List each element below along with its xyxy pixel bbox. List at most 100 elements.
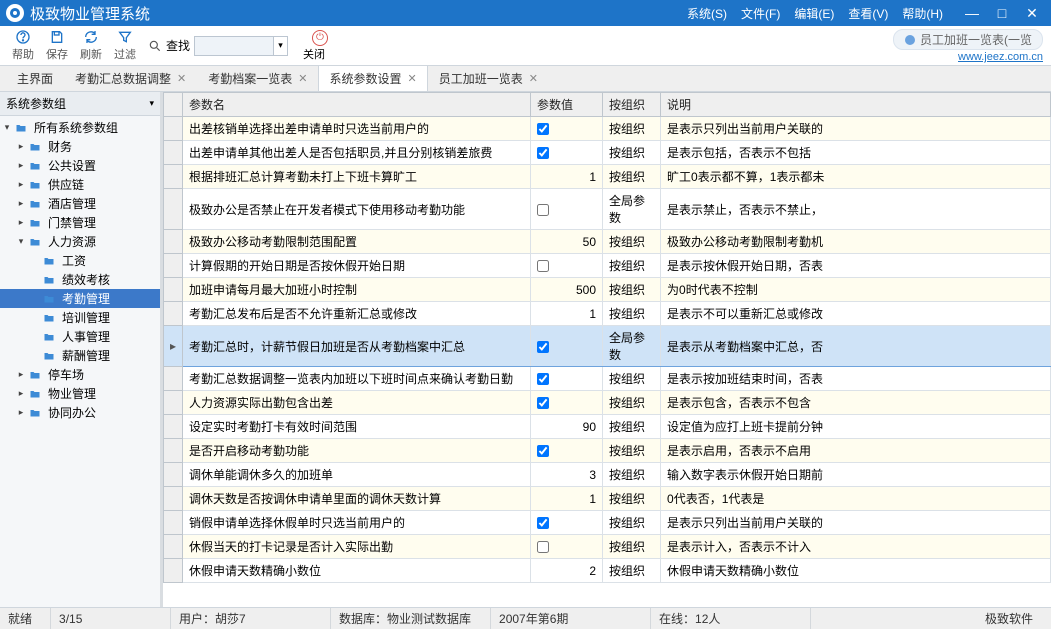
tab-close-icon[interactable]: ✕ [529, 72, 538, 85]
cell-param-desc[interactable]: 是表示包含，否表示不包含 [661, 391, 1051, 415]
tree-parking[interactable]: ▸停车场 [0, 365, 160, 384]
cell-param-name[interactable]: 调休单能调休多久的加班单 [183, 463, 531, 487]
cell-param-value[interactable]: 90 [531, 415, 603, 439]
cell-param-org[interactable]: 全局参数 [603, 326, 661, 367]
cell-param-value[interactable] [531, 439, 603, 463]
tree-personnel[interactable]: 人事管理 [0, 327, 160, 346]
menu-system[interactable]: 系统(S) [687, 5, 727, 22]
cell-param-name[interactable]: 休假当天的打卡记录是否计入实际出勤 [183, 535, 531, 559]
tab-0[interactable]: 主界面 [6, 65, 64, 91]
cell-param-value[interactable]: 1 [531, 302, 603, 326]
table-row[interactable]: ▸考勤汇总时，计薪节假日加班是否从考勤档案中汇总全局参数是表示从考勤档案中汇总，… [164, 326, 1051, 367]
table-row[interactable]: 考勤汇总发布后是否不允许重新汇总或修改1按组织是表示不可以重新汇总或修改 [164, 302, 1051, 326]
table-row[interactable]: 极致办公移动考勤限制范围配置50按组织极致办公移动考勤限制考勤机 [164, 230, 1051, 254]
table-row[interactable]: 调休单能调休多久的加班单3按组织输入数字表示休假开始日期前 [164, 463, 1051, 487]
cell-param-org[interactable]: 按组织 [603, 367, 661, 391]
cell-param-org[interactable]: 按组织 [603, 117, 661, 141]
tree-property[interactable]: ▸物业管理 [0, 384, 160, 403]
search-dropdown[interactable]: ▾ [274, 36, 288, 56]
tab-3[interactable]: 系统参数设置✕ [318, 65, 427, 91]
tab-close-icon[interactable]: ✕ [408, 72, 417, 85]
table-row[interactable]: 休假申请天数精确小数位2按组织休假申请天数精确小数位 [164, 559, 1051, 583]
cell-param-desc[interactable]: 是表示只列出当前用户关联的 [661, 511, 1051, 535]
cell-param-name[interactable]: 人力资源实际出勤包含出差 [183, 391, 531, 415]
tree-twisty-icon[interactable]: ▸ [14, 407, 28, 418]
tree-hr[interactable]: ▾人力资源 [0, 232, 160, 251]
filter-button[interactable]: 过滤 [108, 29, 142, 62]
value-checkbox[interactable] [537, 260, 549, 272]
cell-param-org[interactable]: 按组织 [603, 230, 661, 254]
cell-param-value[interactable] [531, 254, 603, 278]
tab-4[interactable]: 员工加班一览表✕ [428, 65, 549, 91]
chevron-down-icon[interactable]: ▾ [149, 98, 154, 109]
tree-twisty-icon[interactable]: ▸ [14, 141, 28, 152]
cell-param-name[interactable]: 考勤汇总时，计薪节假日加班是否从考勤档案中汇总 [183, 326, 531, 367]
table-row[interactable]: 计算假期的开始日期是否按休假开始日期按组织是表示按休假开始日期，否表 [164, 254, 1051, 278]
cell-param-name[interactable]: 销假申请单选择休假单时只选当前用户的 [183, 511, 531, 535]
cell-param-name[interactable]: 极致办公移动考勤限制范围配置 [183, 230, 531, 254]
cell-param-name[interactable]: 根据排班汇总计算考勤未打上下班卡算旷工 [183, 165, 531, 189]
tree-root[interactable]: ▾所有系统参数组 [0, 118, 160, 137]
cell-param-value[interactable]: 2 [531, 559, 603, 583]
close-tab-button[interactable]: ⏻ 关闭 [300, 30, 328, 62]
cell-param-desc[interactable]: 0代表否，1代表是 [661, 487, 1051, 511]
cell-param-value[interactable] [531, 535, 603, 559]
table-row[interactable]: 是否开启移动考勤功能按组织是表示启用，否表示不启用 [164, 439, 1051, 463]
tree-attendance[interactable]: 考勤管理 [0, 289, 160, 308]
value-checkbox[interactable] [537, 445, 549, 457]
save-button[interactable]: 保存 [40, 29, 74, 62]
value-checkbox[interactable] [537, 397, 549, 409]
tree-oa[interactable]: ▸协同办公 [0, 403, 160, 422]
cell-param-org[interactable]: 全局参数 [603, 189, 661, 230]
cell-param-desc[interactable]: 是表示只列出当前用户关联的 [661, 117, 1051, 141]
cell-param-name[interactable]: 加班申请每月最大加班小时控制 [183, 278, 531, 302]
tree-twisty-icon[interactable]: ▾ [0, 122, 14, 133]
table-row[interactable]: 调休天数是否按调休申请单里面的调休天数计算1按组织0代表否，1代表是 [164, 487, 1051, 511]
value-checkbox[interactable] [537, 204, 549, 216]
cell-param-desc[interactable]: 是表示不可以重新汇总或修改 [661, 302, 1051, 326]
table-row[interactable]: 出差申请单其他出差人是否包括职员,并且分别核销差旅费按组织是表示包括，否表示不包… [164, 141, 1051, 165]
cell-param-desc[interactable]: 是表示计入，否表示不计入 [661, 535, 1051, 559]
cell-param-name[interactable]: 休假申请天数精确小数位 [183, 559, 531, 583]
cell-param-desc[interactable]: 为0时代表不控制 [661, 278, 1051, 302]
col-param-desc[interactable]: 说明 [661, 93, 1051, 117]
cell-param-name[interactable]: 是否开启移动考勤功能 [183, 439, 531, 463]
table-row[interactable]: 极致办公是否禁止在开发者模式下使用移动考勤功能全局参数是表示禁止，否表示不禁止， [164, 189, 1051, 230]
cell-param-org[interactable]: 按组织 [603, 254, 661, 278]
cell-param-desc[interactable]: 休假申请天数精确小数位 [661, 559, 1051, 583]
cell-param-desc[interactable]: 是表示按加班结束时间，否表 [661, 367, 1051, 391]
table-row[interactable]: 休假当天的打卡记录是否计入实际出勤按组织是表示计入，否表示不计入 [164, 535, 1051, 559]
cell-param-org[interactable]: 按组织 [603, 439, 661, 463]
value-checkbox[interactable] [537, 373, 549, 385]
tree-finance[interactable]: ▸财务 [0, 137, 160, 156]
cell-param-desc[interactable]: 是表示包括，否表示不包括 [661, 141, 1051, 165]
cell-param-value[interactable]: 3 [531, 463, 603, 487]
table-row[interactable]: 出差核销单选择出差申请单时只选当前用户的按组织是表示只列出当前用户关联的 [164, 117, 1051, 141]
tree-twisty-icon[interactable]: ▸ [14, 179, 28, 190]
refresh-button[interactable]: 刷新 [74, 29, 108, 62]
page-hint-pill[interactable]: 员工加班一览表(一览 [893, 29, 1043, 50]
cell-param-value[interactable] [531, 367, 603, 391]
value-checkbox[interactable] [537, 341, 549, 353]
tree-hotel[interactable]: ▸酒店管理 [0, 194, 160, 213]
table-row[interactable]: 考勤汇总数据调整一览表内加班以下班时间点来确认考勤日勤按组织是表示按加班结束时间… [164, 367, 1051, 391]
cell-param-desc[interactable]: 是表示禁止，否表示不禁止， [661, 189, 1051, 230]
tab-close-icon[interactable]: ✕ [177, 72, 186, 85]
table-row[interactable]: 人力资源实际出勤包含出差 按组织是表示包含，否表示不包含 [164, 391, 1051, 415]
tab-2[interactable]: 考勤档案一览表✕ [197, 65, 318, 91]
value-checkbox[interactable] [537, 517, 549, 529]
tree-twisty-icon[interactable]: ▾ [14, 236, 28, 247]
cell-param-name[interactable]: 出差申请单其他出差人是否包括职员,并且分别核销差旅费 [183, 141, 531, 165]
cell-param-org[interactable]: 按组织 [603, 391, 661, 415]
close-window-button[interactable]: ✕ [1017, 5, 1047, 22]
table-row[interactable]: 加班申请每月最大加班小时控制500按组织为0时代表不控制 [164, 278, 1051, 302]
menu-file[interactable]: 文件(F) [741, 5, 780, 22]
cell-param-value[interactable] [531, 511, 603, 535]
cell-param-org[interactable]: 按组织 [603, 415, 661, 439]
tree-perf[interactable]: 绩效考核 [0, 270, 160, 289]
menu-view[interactable]: 查看(V) [848, 5, 888, 22]
menu-edit[interactable]: 编辑(E) [794, 5, 834, 22]
tree-training[interactable]: 培训管理 [0, 308, 160, 327]
cell-param-value[interactable]: 50 [531, 230, 603, 254]
tab-close-icon[interactable]: ✕ [298, 72, 307, 85]
